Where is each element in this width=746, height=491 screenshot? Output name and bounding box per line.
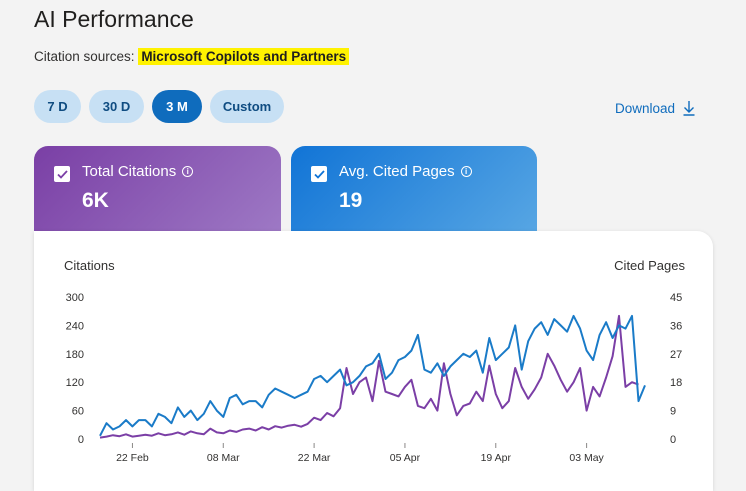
- y-tick-label-left: 60: [72, 406, 84, 418]
- range-custom-button[interactable]: Custom: [210, 90, 284, 123]
- y-tick-label-left: 300: [66, 292, 84, 304]
- y-tick-label-right: 18: [670, 377, 682, 389]
- total-citations-label: Total Citations: [82, 163, 177, 180]
- y-tick-label-right: 45: [670, 292, 682, 304]
- download-label: Download: [615, 100, 676, 116]
- y-tick-label-right: 36: [670, 320, 682, 332]
- checkmark-icon: [56, 169, 68, 179]
- info-icon[interactable]: i: [460, 166, 472, 177]
- range-3m-button[interactable]: 3 M: [152, 90, 202, 123]
- y-tick-label-left: 0: [78, 434, 84, 446]
- range-30d-button[interactable]: 30 D: [89, 90, 144, 123]
- x-tick-label: 19 Apr: [481, 452, 512, 464]
- x-tick-label: 03 May: [569, 452, 604, 464]
- download-icon: [683, 101, 695, 116]
- citations-checkbox[interactable]: [54, 166, 70, 182]
- avg-cited-pages-value: 19: [339, 189, 363, 212]
- date-range-selector: 7 D 30 D 3 M Custom: [34, 90, 284, 123]
- y-axis-label-left: Citations: [64, 258, 115, 273]
- y-tick-label-right: 9: [670, 406, 676, 418]
- citation-sources-label: Citation sources:: [34, 49, 135, 64]
- series-line-citations: [99, 314, 639, 439]
- y-tick-label-right: 27: [670, 349, 682, 361]
- y-axis-label-right: Cited Pages: [614, 258, 685, 273]
- series-line-cited-pages: [99, 314, 646, 437]
- range-7d-button[interactable]: 7 D: [34, 90, 81, 123]
- total-citations-value: 6K: [82, 189, 109, 212]
- download-button[interactable]: Download: [615, 100, 695, 116]
- total-citations-card[interactable]: Total Citations i 6K: [34, 146, 281, 246]
- x-tick-label: 08 Mar: [207, 452, 240, 464]
- page-title: AI Performance: [34, 6, 194, 32]
- pages-checkbox[interactable]: [311, 166, 327, 182]
- citation-sources-value: Microsoft Copilots and Partners: [138, 48, 350, 65]
- y-tick-label-left: 180: [66, 349, 84, 361]
- avg-cited-pages-label: Avg. Cited Pages: [339, 163, 455, 180]
- y-tick-label-left: 120: [66, 377, 84, 389]
- checkmark-icon: [313, 169, 325, 179]
- chart-panel: Citations Cited Pages 0 60 120 180 240 300 0 9 18 2…: [34, 231, 713, 491]
- citations-line-chart: Citations Cited Pages 0 60 120 180 240 300 0 9 18 2…: [64, 258, 685, 464]
- y-tick-label-left: 240: [66, 320, 84, 332]
- x-tick-label: 22 Feb: [116, 452, 149, 464]
- x-tick-label: 05 Apr: [390, 452, 421, 464]
- citation-sources: Citation sources: Microsoft Copilots and…: [34, 48, 350, 65]
- x-tick-label: 22 Mar: [298, 452, 331, 464]
- avg-cited-pages-card[interactable]: Avg. Cited Pages i 19: [291, 146, 537, 246]
- y-tick-label-right: 0: [670, 434, 676, 446]
- info-icon[interactable]: i: [182, 166, 194, 177]
